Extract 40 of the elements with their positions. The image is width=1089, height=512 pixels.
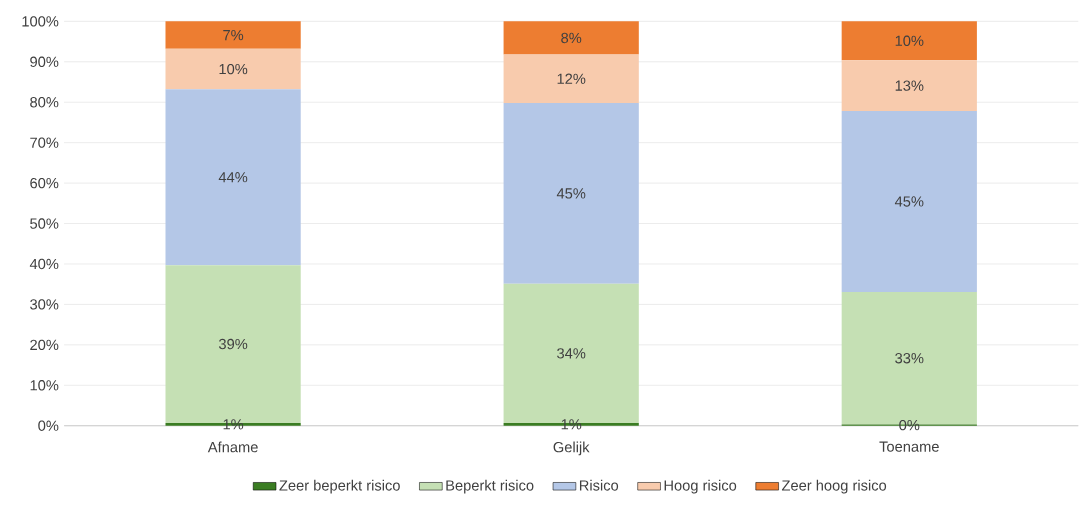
legend-label: Risico (579, 479, 619, 491)
y-tick-label: 60% (30, 177, 59, 189)
y-tick-label: 100% (22, 15, 59, 27)
data-label: 34% (557, 347, 586, 359)
y-tick-label: 20% (30, 339, 59, 350)
bar (841, 110, 977, 292)
data-label: 8% (561, 32, 582, 43)
data-label: 33% (895, 352, 924, 364)
x-tick-label: Afname (207, 441, 258, 453)
x-tick-label: Gelijk (553, 441, 590, 455)
legend-label: Zeer beperkt risico (279, 479, 400, 494)
bar (841, 59, 977, 111)
y-tick-label: 90% (30, 56, 59, 67)
y-tick-label: 70% (30, 137, 59, 148)
bar (165, 21, 301, 49)
y-tick-label: 10% (30, 379, 59, 391)
data-label: 10% (219, 63, 248, 75)
data-label: 45% (556, 188, 586, 199)
legend-label: Beperkt risico (446, 479, 534, 494)
legend-label: Hoog risico (664, 479, 737, 494)
bar (165, 48, 301, 90)
data-label: 39% (218, 338, 248, 349)
legend-label: Zeer hoog risico (781, 479, 887, 494)
data-label: 12% (557, 73, 586, 84)
bar (503, 54, 639, 103)
data-label: 45% (894, 196, 924, 207)
y-tick-label: 80% (30, 96, 59, 108)
data-label: 7% (223, 29, 244, 40)
y-tick-label: 30% (30, 299, 59, 310)
y-tick-label: 40% (29, 258, 59, 269)
bar (165, 89, 301, 265)
y-tick-label: 0% (38, 420, 59, 431)
data-label: 44% (218, 171, 248, 183)
data-label: 13% (895, 80, 924, 91)
y-tick-label: 50% (30, 218, 59, 229)
bar (503, 21, 639, 55)
bar (841, 21, 977, 60)
data-label: 10% (895, 35, 924, 46)
bar (503, 102, 639, 284)
x-tick-label: Toename (879, 441, 939, 452)
